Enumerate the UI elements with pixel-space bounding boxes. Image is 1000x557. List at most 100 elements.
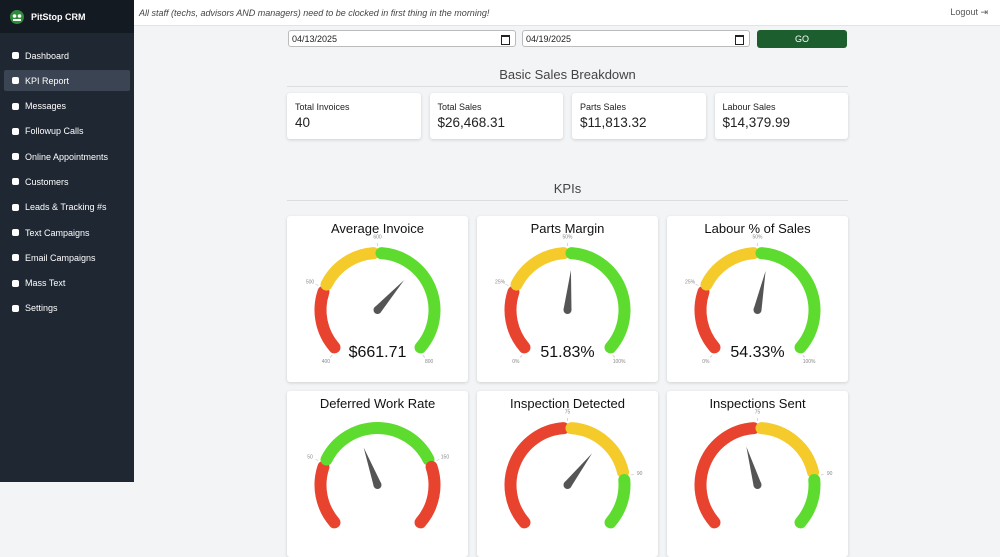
nav-label: Followup Calls <box>25 126 84 136</box>
gauge-needle <box>564 270 572 310</box>
gauge-band <box>516 253 563 284</box>
sales-card: Total Sales$26,468.31 <box>430 93 564 139</box>
needle-hub <box>564 481 572 489</box>
gauge-tick <box>330 355 332 357</box>
start-date-text: 04/13/2025 <box>292 34 337 44</box>
gauge-tick <box>613 355 615 357</box>
gauge-band <box>701 428 754 522</box>
gauge-tick-label: 90 <box>827 471 833 477</box>
nav-label: Text Campaigns <box>25 228 90 238</box>
sales-value: 40 <box>295 115 413 130</box>
nav-icon <box>12 153 19 160</box>
gauge-needle <box>746 447 761 487</box>
page: PitStop CRM Dashboard KPI Report Messages F… <box>0 0 1000 482</box>
nav-label: KPI Report <box>25 76 69 86</box>
sales-heading: Basic Sales Breakdown <box>287 67 848 87</box>
nav-item[interactable]: Settings <box>4 298 130 319</box>
go-label[interactable]: GO <box>795 34 809 44</box>
nav-label: Email Campaigns <box>25 253 96 263</box>
nav-icon <box>12 204 19 211</box>
nav-item[interactable]: Email Campaigns <box>4 247 130 268</box>
nav-item[interactable]: Text Campaigns <box>4 222 130 243</box>
gauge-tick-label: 75 <box>565 409 571 415</box>
sales-label: Parts Sales <box>580 102 698 112</box>
nav-label: Messages <box>25 101 66 111</box>
gauge-tick-label: 25% <box>685 279 696 285</box>
gauge-tick <box>437 459 440 460</box>
nav-icon <box>12 77 19 84</box>
gauge-tick-label: 600 <box>373 234 382 240</box>
gauge-band <box>801 480 815 522</box>
gauge-title: Deferred Work Rate <box>320 396 435 411</box>
gauge-band <box>761 428 813 472</box>
gauge-band <box>511 292 525 347</box>
gauge-tick <box>316 284 319 285</box>
gauge-band <box>326 428 428 460</box>
logout-label[interactable]: Logout <box>950 7 978 17</box>
sales-label: Total Sales <box>438 102 556 112</box>
nav-item[interactable]: Leads & Tracking #s <box>4 197 130 218</box>
brand-name: PitStop CRM <box>31 12 86 22</box>
gauge-tick-label: 50% <box>752 234 763 240</box>
go-button[interactable]: GO <box>757 30 847 48</box>
gauge-tick <box>506 284 509 285</box>
nav-label: Mass Text <box>25 278 65 288</box>
end-date-text: 04/19/2025 <box>526 34 571 44</box>
gauge-tick-label: 500 <box>306 279 315 285</box>
gauge-value: 54.33% <box>730 344 784 361</box>
notice: All staff (techs, advisors AND managers)… <box>134 8 950 18</box>
nav-item[interactable]: KPI Report <box>4 70 130 91</box>
sales-value: $11,813.32 <box>580 115 698 130</box>
nav-item[interactable]: Online Appointments <box>4 146 130 167</box>
start-date[interactable]: 04/13/2025 <box>288 30 516 47</box>
logout[interactable]: Logout ⇥ <box>950 7 1000 18</box>
nav: Dashboard KPI Report Messages Followup Call… <box>0 33 134 319</box>
gauge-band <box>701 292 715 347</box>
gauge-band <box>321 292 335 347</box>
gauge-tick-label: 0% <box>702 359 710 365</box>
nav-item[interactable]: Mass Text <box>4 273 130 294</box>
nav-icon <box>12 305 19 312</box>
needle-hub <box>754 481 762 489</box>
end-date[interactable]: 04/19/2025 <box>522 30 750 47</box>
nav-item[interactable]: Followup Calls <box>4 121 130 142</box>
gauge-tick-label: 400 <box>322 359 331 365</box>
nav-label: Dashboard <box>25 51 69 61</box>
gauge-tick <box>423 355 425 357</box>
nav-icon <box>12 52 19 59</box>
sidebar: PitStop CRM Dashboard KPI Report Messages F… <box>0 0 134 482</box>
nav-item[interactable]: Messages <box>4 96 130 117</box>
gauge-band <box>571 428 623 472</box>
needle-hub <box>374 306 382 314</box>
nav-icon <box>12 103 19 110</box>
gauge-tick <box>316 459 319 460</box>
gauge-tick-label: 150 <box>441 454 450 460</box>
sales-card: Parts Sales $11,813.32 <box>572 93 706 139</box>
gauge-tick-label: 50% <box>562 234 573 240</box>
brand-logo <box>10 10 24 24</box>
gauge-tick-label: 100% <box>803 359 816 365</box>
gauge-tick <box>803 355 805 357</box>
gauge-tick-label: 25% <box>495 279 506 285</box>
brand[interactable]: PitStop CRM <box>0 0 134 33</box>
gauge-value: 51.83% <box>540 344 594 361</box>
sales-card: Labour Sales$14,379.99 <box>715 93 849 139</box>
nav-label: Customers <box>25 177 69 187</box>
nav-item[interactable]: Customers <box>4 171 130 192</box>
nav-item[interactable]: Dashboard <box>4 45 130 66</box>
gauge-tick <box>696 284 699 285</box>
nav-label: Settings <box>25 303 58 313</box>
kpi-heading: KPIs <box>287 181 848 201</box>
